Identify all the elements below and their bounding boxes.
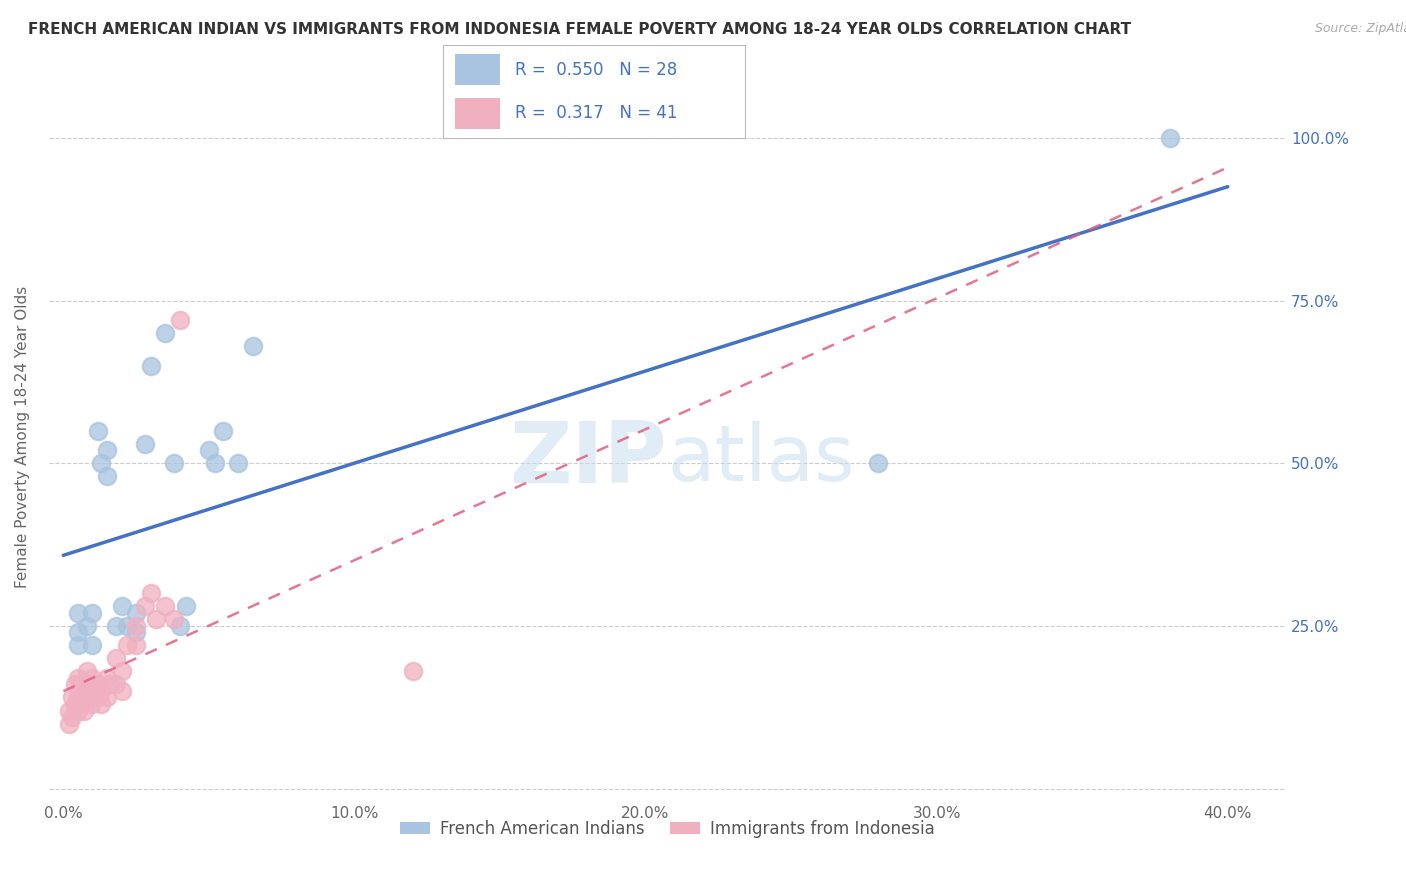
Point xyxy=(76,684,98,698)
Point xyxy=(153,599,176,614)
Text: FRENCH AMERICAN INDIAN VS IMMIGRANTS FROM INDONESIA FEMALE POVERTY AMONG 18-24 Y: FRENCH AMERICAN INDIAN VS IMMIGRANTS FRO… xyxy=(28,22,1132,37)
Point xyxy=(117,619,139,633)
Point xyxy=(104,677,127,691)
Point xyxy=(134,437,156,451)
Bar xyxy=(456,54,501,85)
Point xyxy=(79,690,101,705)
Point xyxy=(1159,131,1181,145)
Point xyxy=(63,697,86,711)
Point xyxy=(58,704,80,718)
Text: R =  0.550   N = 28: R = 0.550 N = 28 xyxy=(516,61,678,78)
Point xyxy=(104,651,127,665)
Point xyxy=(90,697,112,711)
Text: R =  0.317   N = 41: R = 0.317 N = 41 xyxy=(516,104,678,122)
Text: ZIP: ZIP xyxy=(509,417,668,500)
Point xyxy=(90,684,112,698)
Point xyxy=(76,665,98,679)
Point xyxy=(117,639,139,653)
Point xyxy=(125,639,148,653)
Point xyxy=(87,424,110,438)
Point xyxy=(66,639,89,653)
Point xyxy=(96,469,118,483)
Text: Source: ZipAtlas.com: Source: ZipAtlas.com xyxy=(1315,22,1406,36)
Point xyxy=(104,619,127,633)
Point xyxy=(169,619,191,633)
Text: atlas: atlas xyxy=(668,421,855,497)
Y-axis label: Female Poverty Among 18-24 Year Olds: Female Poverty Among 18-24 Year Olds xyxy=(15,286,30,589)
Point xyxy=(139,586,162,600)
Point xyxy=(82,639,104,653)
Point xyxy=(60,710,83,724)
Point xyxy=(242,339,264,353)
Point xyxy=(66,671,89,685)
Point xyxy=(73,704,96,718)
Point xyxy=(87,690,110,705)
Point xyxy=(226,456,249,470)
Point xyxy=(125,619,148,633)
Point xyxy=(60,690,83,705)
Point xyxy=(82,697,104,711)
Point xyxy=(76,619,98,633)
Point xyxy=(69,677,91,691)
Point xyxy=(90,456,112,470)
Point xyxy=(66,625,89,640)
Point xyxy=(82,606,104,620)
Point xyxy=(198,443,221,458)
Point xyxy=(69,697,91,711)
Point xyxy=(66,606,89,620)
Point xyxy=(63,677,86,691)
Point xyxy=(401,665,423,679)
Point xyxy=(212,424,235,438)
Point xyxy=(163,456,186,470)
Point xyxy=(110,665,132,679)
Point xyxy=(96,671,118,685)
Point xyxy=(163,612,186,626)
Point xyxy=(82,684,104,698)
Point xyxy=(58,716,80,731)
Point xyxy=(110,684,132,698)
Point xyxy=(174,599,197,614)
Point xyxy=(139,359,162,373)
Legend: French American Indians, Immigrants from Indonesia: French American Indians, Immigrants from… xyxy=(394,813,941,844)
Point xyxy=(79,677,101,691)
Point xyxy=(73,690,96,705)
Point xyxy=(204,456,226,470)
Point xyxy=(110,599,132,614)
Point xyxy=(66,704,89,718)
Point xyxy=(96,443,118,458)
Point xyxy=(169,313,191,327)
Point xyxy=(96,690,118,705)
Point xyxy=(66,690,89,705)
Point xyxy=(145,612,167,626)
Point xyxy=(125,606,148,620)
Point xyxy=(125,625,148,640)
Point xyxy=(153,326,176,341)
Point xyxy=(134,599,156,614)
Bar xyxy=(456,98,501,129)
Point xyxy=(87,677,110,691)
Point xyxy=(868,456,890,470)
Point xyxy=(82,671,104,685)
Point xyxy=(98,677,121,691)
